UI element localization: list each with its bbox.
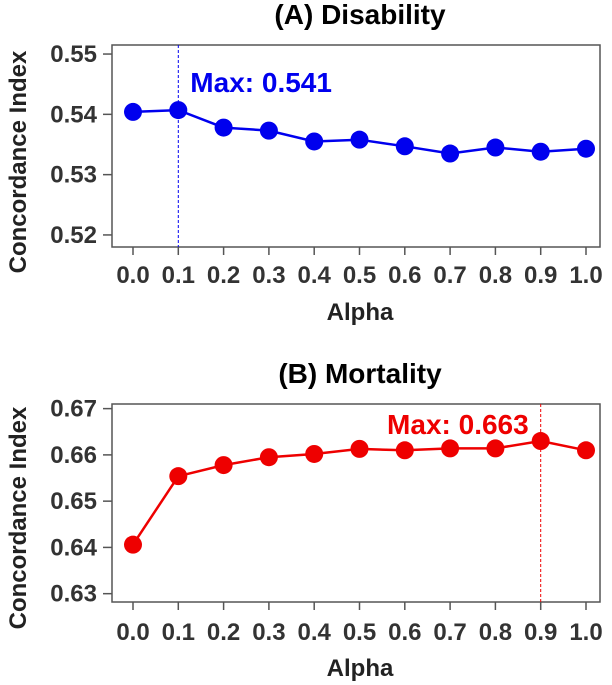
panel-disability: (A) Disability 0.520.530.540.55 0.0 0.1 0.…	[50, 0, 602, 326]
data-point-a-1	[169, 101, 188, 120]
x-tick-label-b-3: 0.3	[252, 619, 285, 646]
data-point-a-5	[350, 130, 369, 149]
max-annotation-b: Max: 0.663	[387, 409, 529, 440]
y-tick-label-a-1: 0.53	[50, 162, 97, 189]
x-tick-label-a-1: 0.1	[162, 262, 195, 289]
x-tick-label-b-2: 0.2	[207, 619, 240, 646]
max-annotation-a: Max: 0.541	[190, 67, 332, 98]
x-axis-label-a: Alpha	[327, 299, 394, 326]
data-point-b-1	[169, 467, 188, 486]
x-axis-a: 0.0 0.1 0.2 0.3 0.4 0.5 0.6 0.7 0.8 0.9 1.0	[116, 247, 603, 289]
x-tick-label-b-10: 1.0	[569, 619, 602, 646]
data-point-b-0	[124, 535, 142, 554]
x-tick-label-b-6: 0.6	[388, 619, 421, 646]
x-tick-label-a-3: 0.3	[252, 262, 285, 289]
x-tick-label-a-7: 0.7	[433, 262, 466, 289]
data-point-a-7	[441, 144, 460, 163]
x-tick-label-a-4: 0.4	[298, 262, 332, 289]
y-tick-label-a-0: 0.52	[50, 222, 97, 249]
data-point-a-10	[577, 139, 595, 158]
x-tick-label-a-0: 0.0	[116, 262, 149, 289]
panel-mortality: (B) Mortality 0.630.640.650.660.67 0.0 0.…	[50, 358, 602, 682]
x-tick-label-b-0: 0.0	[116, 619, 149, 646]
data-point-b-10	[577, 441, 595, 460]
x-tick-label-b-1: 0.1	[162, 619, 195, 646]
x-tick-label-b-4: 0.4	[298, 619, 332, 646]
x-tick-label-a-6: 0.6	[388, 262, 421, 289]
data-point-a-9	[531, 142, 550, 161]
data-point-a-4	[305, 132, 324, 151]
data-point-b-2	[214, 456, 233, 475]
plot-area-a: Max: 0.541	[124, 45, 595, 247]
data-point-b-7	[441, 439, 460, 458]
data-point-a-2	[214, 118, 233, 137]
data-point-b-9	[531, 432, 550, 451]
y-tick-label-b-0: 0.63	[50, 581, 97, 608]
x-axis-label-b: Alpha	[327, 655, 394, 682]
x-tick-label-b-8: 0.8	[479, 619, 512, 646]
data-point-b-3	[259, 448, 278, 467]
data-point-b-8	[486, 439, 505, 458]
y-axis-label-b: Concordance Index	[5, 406, 32, 629]
x-tick-label-a-8: 0.8	[479, 262, 512, 289]
data-point-b-6	[395, 441, 414, 460]
x-tick-label-b-7: 0.7	[433, 619, 466, 646]
y-tick-label-b-1: 0.64	[50, 534, 97, 561]
x-tick-label-a-10: 1.0	[569, 262, 602, 289]
y-tick-label-b-4: 0.67	[50, 396, 97, 423]
data-point-b-5	[350, 439, 369, 458]
chart-title-a: (A) Disability	[274, 0, 446, 30]
x-tick-label-a-9: 0.9	[524, 262, 557, 289]
y-tick-label-a-3: 0.55	[50, 41, 97, 68]
x-axis-b: 0.0 0.1 0.2 0.3 0.4 0.5 0.6 0.7 0.8 0.9 1.0	[116, 602, 603, 646]
x-tick-label-b-5: 0.5	[343, 619, 376, 646]
y-axis-b: 0.63 0.64 0.65 0.66 0.67	[50, 396, 112, 608]
x-tick-label-b-9: 0.9	[524, 619, 557, 646]
x-tick-label-a-2: 0.2	[207, 262, 240, 289]
data-point-b-4	[305, 444, 324, 463]
x-tick-label-a-5: 0.5	[343, 262, 376, 289]
plot-frame-a	[111, 44, 601, 248]
data-point-a-8	[486, 138, 505, 157]
y-tick-label-a-2: 0.54	[50, 101, 97, 128]
y-tick-label-b-2: 0.65	[50, 488, 97, 515]
plot-area-b: Max: 0.663	[124, 404, 595, 602]
data-point-a-6	[395, 137, 414, 156]
data-point-a-0	[124, 102, 142, 121]
y-tick-label-b-3: 0.66	[50, 442, 97, 469]
chart-title-b: (B) Mortality	[278, 358, 442, 389]
plot-frame-b	[111, 403, 601, 603]
y-axis-a: 0.52 0.53 0.54 0.55	[50, 41, 112, 249]
y-axis-label: Concordance Index	[5, 50, 32, 273]
data-point-a-3	[259, 121, 278, 140]
